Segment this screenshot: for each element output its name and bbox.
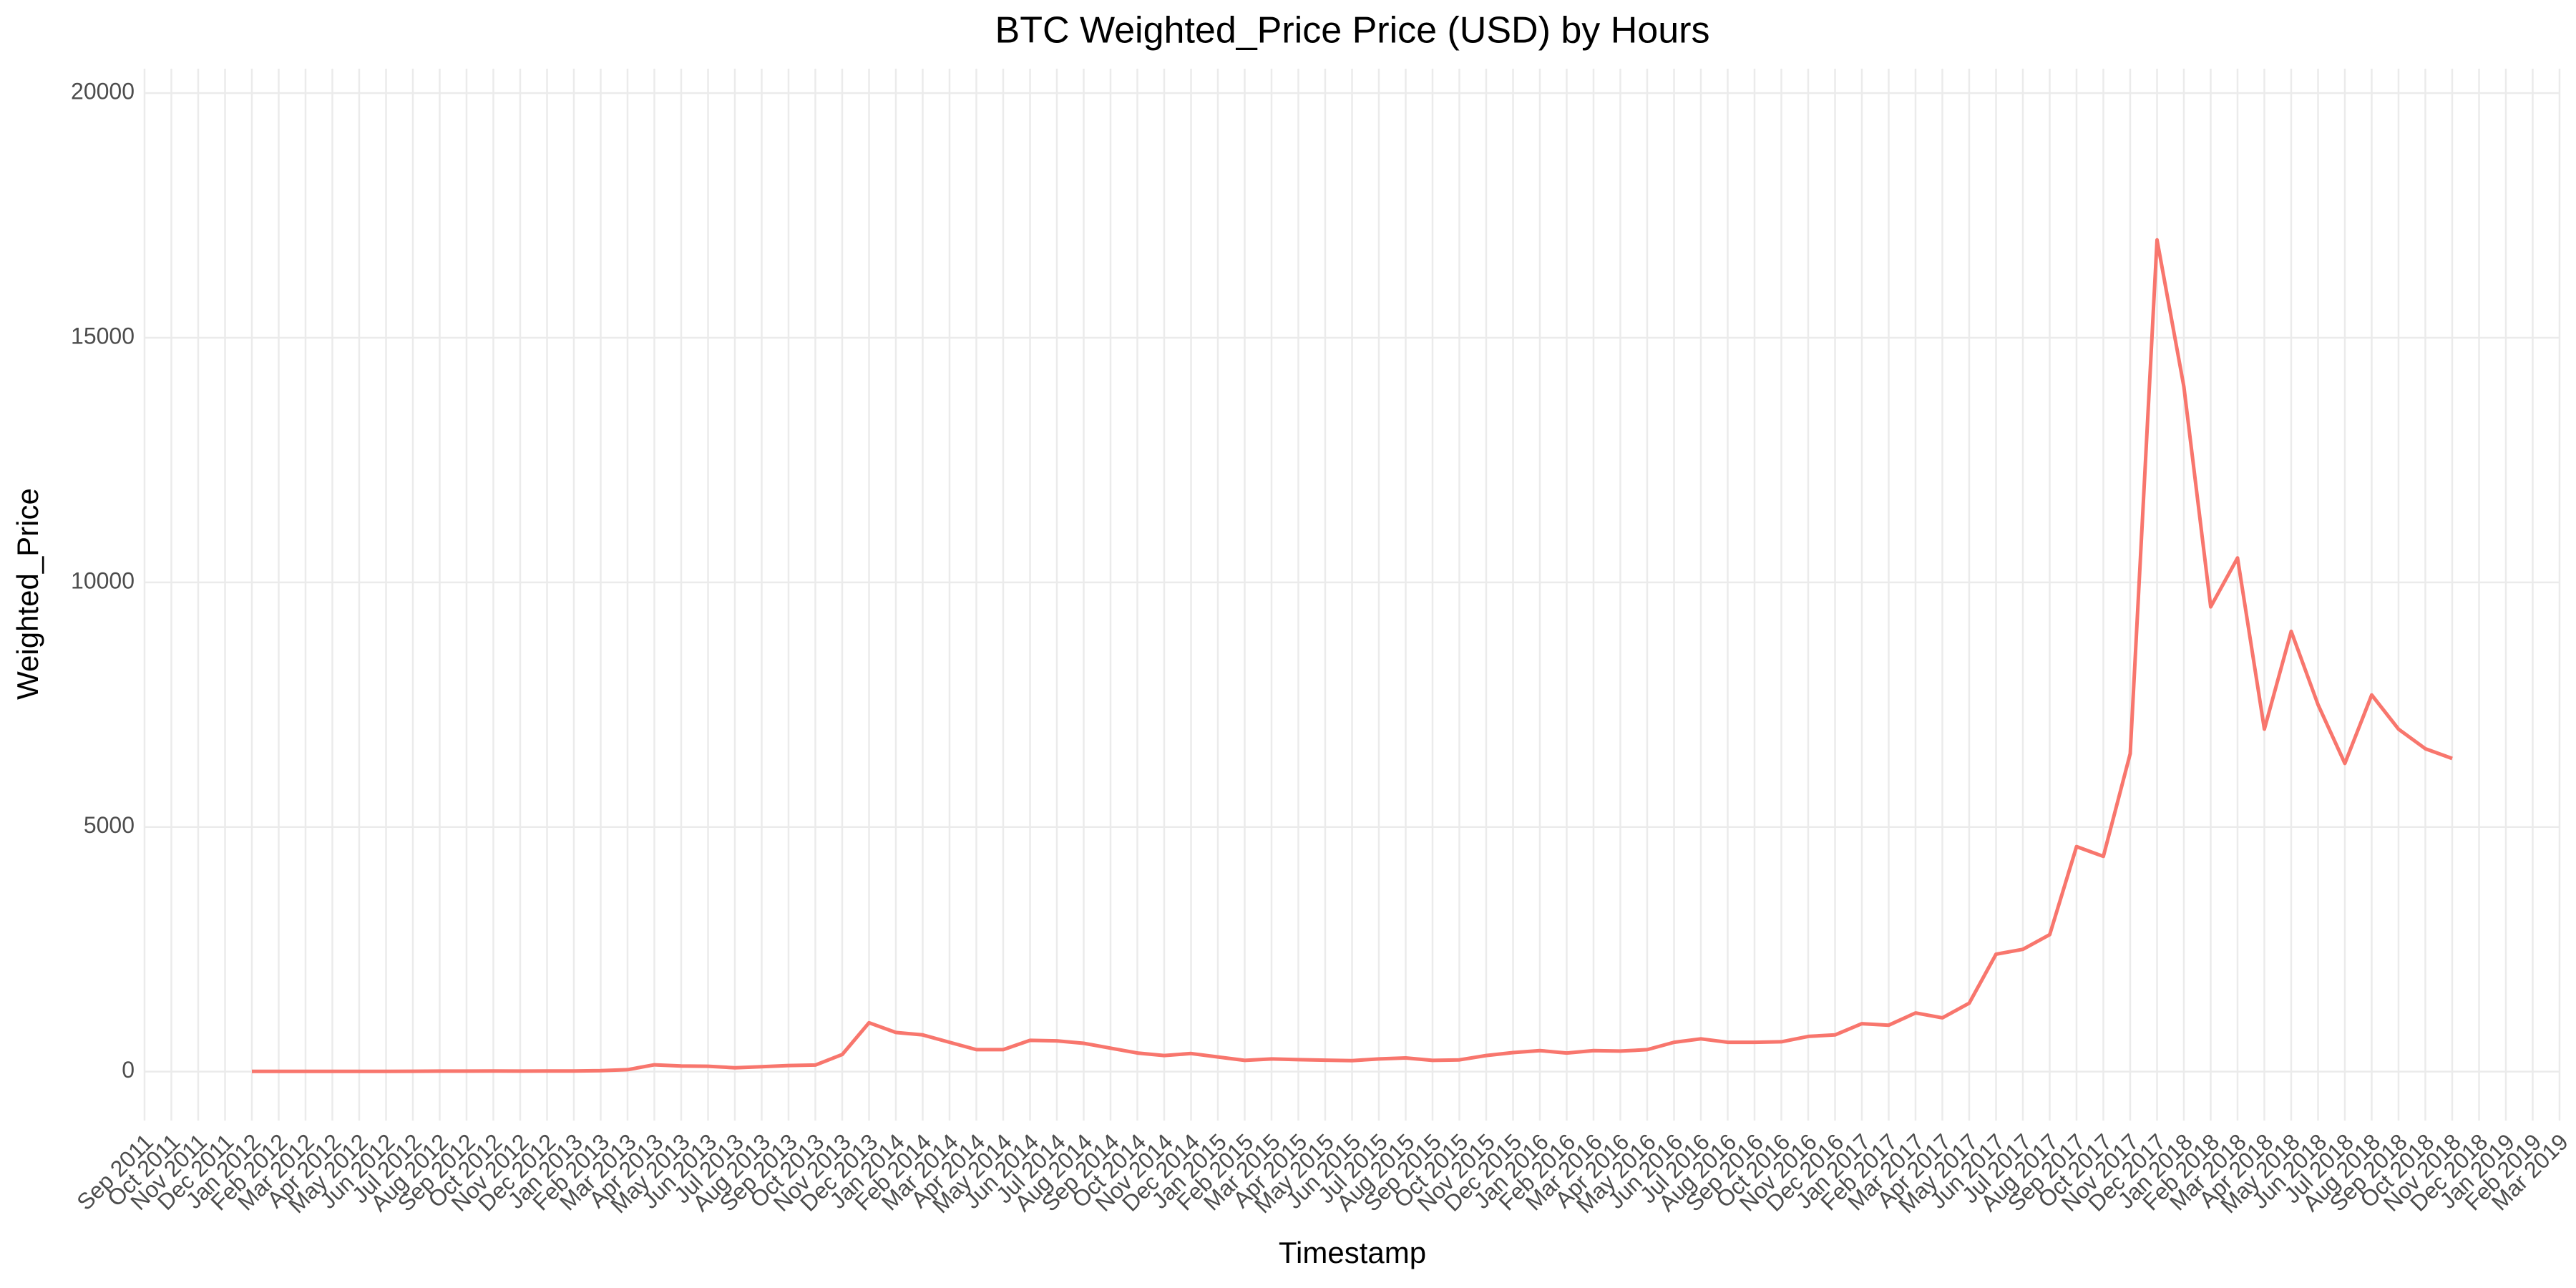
y-tick-label: 5000 bbox=[84, 812, 135, 838]
y-axis-title: Weighted_Price bbox=[11, 488, 44, 700]
price-line bbox=[252, 238, 2453, 1073]
chart-title: BTC Weighted_Price Price (USD) by Hours bbox=[995, 10, 1710, 52]
y-tick-label: 20000 bbox=[71, 79, 135, 104]
x-axis-title: Timestamp bbox=[1279, 1236, 1426, 1269]
y-tick-label: 10000 bbox=[71, 567, 135, 593]
y-tick-label: 15000 bbox=[71, 323, 135, 348]
y-tick-label: 0 bbox=[122, 1057, 135, 1083]
